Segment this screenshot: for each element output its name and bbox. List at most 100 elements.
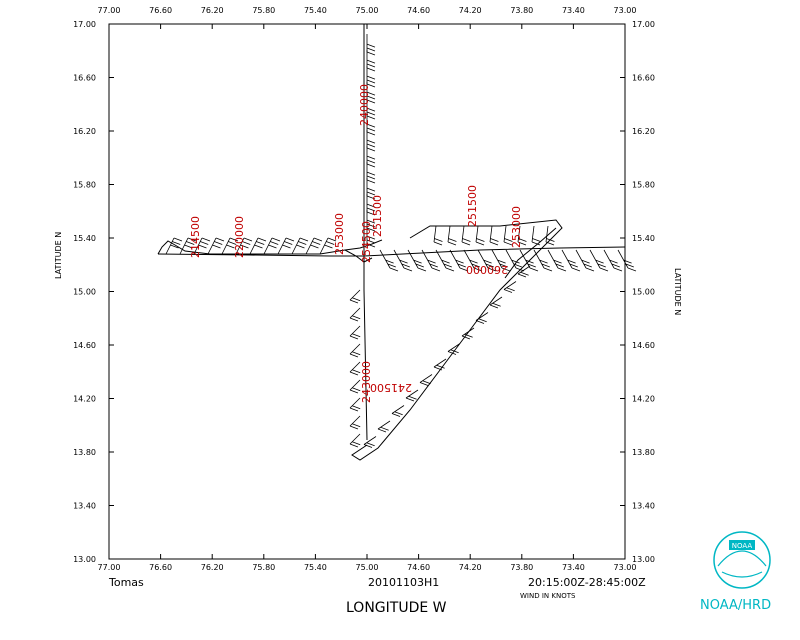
wind-barb — [263, 237, 281, 255]
wind-barb — [291, 237, 309, 255]
y-tick-label-left: 17.00 — [73, 20, 96, 29]
wind-barb — [461, 327, 475, 340]
x-tick-label-bottom: 74.60 — [407, 563, 430, 572]
wind-barb — [475, 225, 485, 246]
time-label-240000: 240000 — [358, 84, 371, 126]
wind-barb — [366, 162, 376, 184]
x-tick-label-bottom: 73.40 — [562, 563, 585, 572]
track-loop-east — [351, 219, 563, 461]
wind-barb — [603, 249, 623, 272]
time-label-group: 214500 220000 253000 251500 240000 25150… — [189, 84, 523, 403]
wind-barb — [366, 34, 376, 56]
track-leg-ns — [363, 24, 368, 441]
wind-barb — [447, 225, 457, 246]
y-tick-label-left: 14.60 — [73, 341, 96, 350]
wind-barb — [277, 237, 295, 255]
xlabel: LONGITUDE W — [346, 600, 447, 616]
wind-barb — [349, 379, 361, 394]
wind-barb — [366, 66, 376, 88]
x-tick-label-top: 73.80 — [510, 6, 533, 15]
wind-barb — [503, 225, 513, 246]
wind-barb — [489, 296, 503, 309]
wind-barb — [349, 361, 361, 376]
y-tick-label-right: 13.80 — [632, 448, 655, 457]
flight-id: 20101103H1 — [368, 576, 439, 589]
wind-barbs — [165, 34, 637, 448]
wind-barb — [419, 374, 433, 386]
svg-text:NOAA: NOAA — [732, 542, 753, 550]
time-label-260000: 260000 — [466, 263, 508, 276]
wind-barb — [349, 397, 361, 412]
wind-barb — [379, 249, 399, 272]
wind-units: WIND IN KNOTS — [520, 592, 576, 600]
wind-barb — [447, 343, 461, 355]
wind-barb — [305, 237, 323, 255]
wind-barb — [433, 358, 447, 371]
time-label-243000: 243000 — [360, 361, 373, 403]
y-tick-label-left: 16.60 — [73, 74, 96, 83]
y-tick-label-right: 16.60 — [632, 74, 655, 83]
wind-barb — [461, 225, 471, 246]
y-tick-label-left: 13.80 — [73, 448, 96, 457]
wind-barb — [519, 249, 539, 272]
wind-barb — [407, 249, 427, 272]
wind-barb — [221, 237, 239, 255]
time-label-251500-center: 251500 — [371, 195, 384, 237]
track-leg-diagonal — [504, 227, 557, 279]
y-tick-label-right: 15.40 — [632, 234, 655, 243]
wind-barb — [366, 98, 376, 120]
y-tick-label-right: 15.00 — [632, 288, 655, 297]
y-tick-label-right: 17.00 — [632, 20, 655, 29]
wind-barb — [491, 249, 511, 272]
x-tick-label-bottom: 76.60 — [149, 563, 172, 572]
wind-barb — [589, 249, 609, 272]
flight-track — [157, 24, 626, 461]
wind-barb — [165, 237, 183, 255]
wind-barb — [349, 433, 361, 448]
track-leg-west — [157, 239, 383, 255]
x-tick-label-top: 76.20 — [201, 6, 224, 15]
noaa-logo: NOAA — [713, 531, 771, 589]
y-tick-label-right: 16.20 — [632, 127, 655, 136]
x-tick-label-top: 77.00 — [98, 6, 121, 15]
wind-barb — [366, 210, 376, 232]
track-leg-ew — [157, 246, 626, 257]
wind-barb — [393, 249, 413, 272]
y-tick-label-left: 15.00 — [73, 288, 96, 297]
wind-barb — [366, 178, 376, 200]
wind-barb — [349, 289, 361, 304]
wind-barb — [617, 249, 637, 272]
storm-name: Tomas — [108, 576, 144, 589]
wind-barb — [561, 249, 581, 272]
wind-barb — [366, 50, 376, 72]
wind-barb — [366, 226, 376, 248]
x-tick-label-top: 73.40 — [562, 6, 585, 15]
wind-barb — [349, 307, 361, 322]
wind-barb — [377, 420, 391, 433]
wind-barb — [349, 415, 361, 430]
track-connector — [344, 249, 373, 263]
wind-barb — [575, 249, 595, 272]
x-tick-label-bottom: 75.00 — [356, 563, 379, 572]
wind-barb — [349, 325, 361, 340]
wind-barb — [391, 405, 405, 417]
x-tick-label-bottom: 75.40 — [304, 563, 327, 572]
wind-barb — [503, 281, 517, 293]
wind-barb — [475, 312, 489, 324]
y-tick-label-right: 13.40 — [632, 502, 655, 511]
time-label-251500-east: 251500 — [466, 185, 479, 227]
noaa-hrd-label: NOAA/HRD — [700, 598, 772, 613]
wind-barb — [193, 237, 211, 255]
x-tick-label-top: 74.20 — [459, 6, 482, 15]
time-label-220000: 220000 — [233, 216, 246, 258]
x-tick-label-bottom: 73.00 — [614, 563, 637, 572]
x-tick-label-top: 74.60 — [407, 6, 430, 15]
wind-barb — [477, 249, 497, 272]
x-tick-label-bottom: 77.00 — [98, 563, 121, 572]
y-tick-label-right: 14.60 — [632, 341, 655, 350]
y-tick-label-left: 13.40 — [73, 502, 96, 511]
wind-barb — [421, 249, 441, 272]
time-label-241500: 241500 — [370, 381, 412, 394]
wind-barb — [366, 146, 376, 168]
wind-barb — [363, 436, 377, 448]
